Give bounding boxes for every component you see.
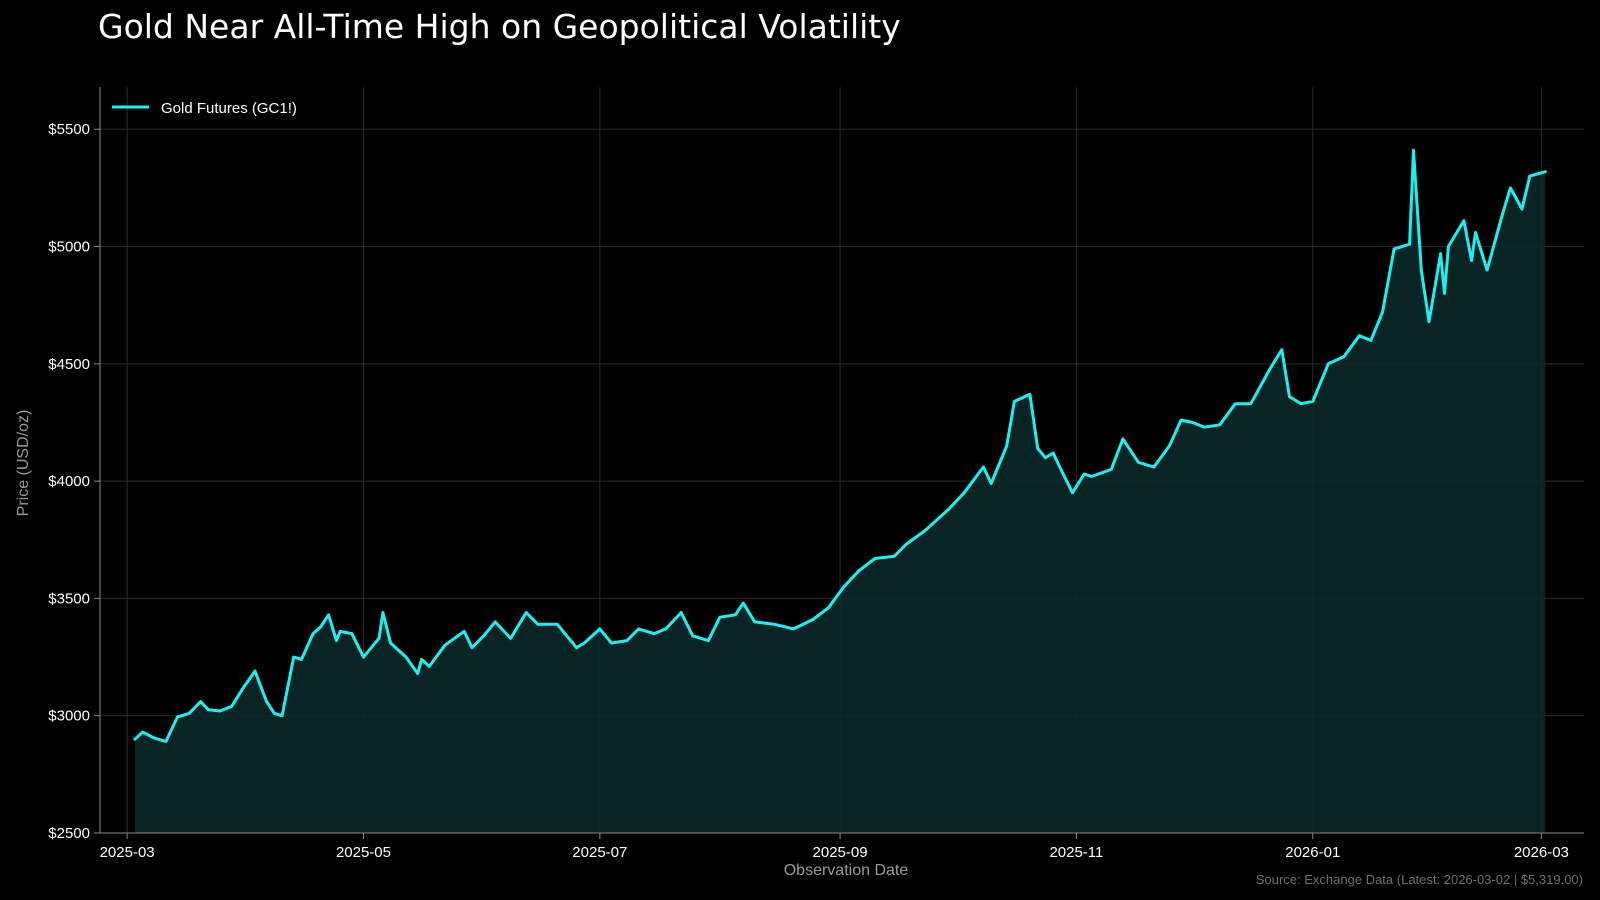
- x-tick-label: 2025-03: [100, 844, 155, 861]
- y-tick-label: $3500: [48, 590, 90, 607]
- y-tick-label: $5000: [48, 239, 90, 256]
- legend[interactable]: Gold Futures (GC1!): [112, 100, 297, 117]
- plot-area: [133, 148, 1547, 834]
- axes: [99, 87, 1584, 834]
- series-area-fill: [134, 150, 1546, 834]
- x-axis-title: Observation Date: [784, 862, 909, 879]
- x-tick-label: 2026-03: [1514, 844, 1569, 861]
- y-tick-label: $4000: [48, 473, 90, 490]
- x-axis-ticks: 2025-03 2025-05 2025-07 2025-09 2025-11 2026-…: [100, 833, 1569, 861]
- source-note: Source: Exchange Data (Latest: 2026-03-0…: [1256, 872, 1583, 887]
- y-axis-title: Price (USD/oz): [15, 410, 32, 517]
- x-tick-label: 2025-09: [813, 844, 868, 861]
- chart-title: Gold Near All-Time High on Geopolitical …: [98, 7, 901, 46]
- x-tick-label: 2025-05: [336, 844, 391, 861]
- y-tick-label: $4500: [48, 356, 90, 373]
- y-axis-ticks: $2500 $3000 $3500 $4000 $4500 $5000 $5500: [48, 121, 100, 842]
- y-tick-label: $3000: [48, 708, 90, 725]
- y-tick-label: $2500: [48, 825, 90, 842]
- y-tick-label: $5500: [48, 121, 90, 138]
- series-line: [133, 148, 1547, 743]
- x-tick-label: 2026-01: [1285, 844, 1340, 861]
- x-tick-label: 2025-07: [572, 844, 627, 861]
- x-tick-label: 2025-11: [1049, 844, 1103, 861]
- legend-label: Gold Futures (GC1!): [161, 100, 297, 117]
